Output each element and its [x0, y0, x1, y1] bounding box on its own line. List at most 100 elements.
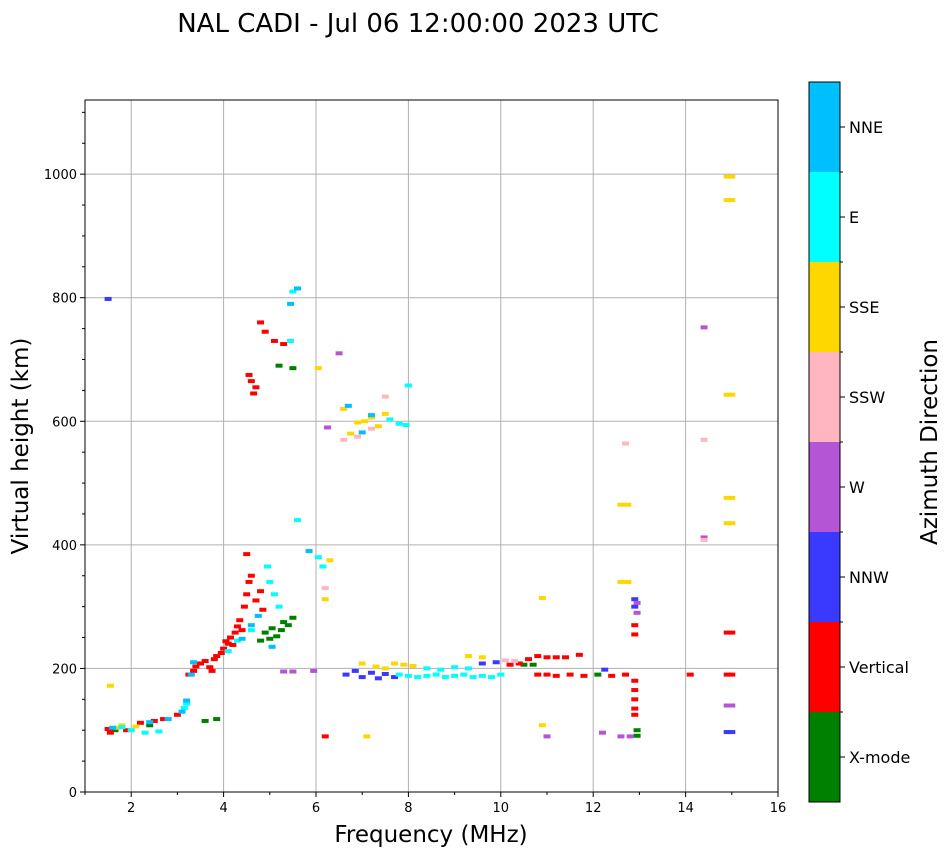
echo-point	[511, 659, 519, 664]
echo-point	[728, 198, 736, 203]
echo-point	[351, 668, 359, 673]
echo-point	[423, 666, 431, 671]
echo-point	[728, 630, 736, 635]
echo-point	[633, 728, 641, 733]
echo-point	[624, 579, 632, 584]
azimuth-colorbar: X-mode Vertical NNW W SSW SSE E NNE	[808, 81, 910, 803]
echo-point	[617, 502, 625, 507]
echo-point	[534, 654, 542, 659]
echo-point	[423, 673, 431, 678]
echo-point	[414, 675, 422, 680]
echo-point	[728, 495, 736, 500]
echo-point	[109, 725, 117, 730]
echo-point	[257, 589, 265, 594]
echo-point	[631, 678, 639, 683]
y-tick-label: 800	[52, 292, 77, 307]
echo-point	[287, 338, 295, 343]
echo-point	[386, 417, 394, 422]
echo-point	[314, 555, 322, 560]
data-points	[104, 174, 736, 739]
echo-point	[266, 579, 274, 584]
echo-point	[344, 403, 352, 408]
echo-point	[243, 592, 251, 597]
echo-point	[441, 675, 449, 680]
echo-point	[150, 718, 158, 723]
x-tick-label: 14	[677, 801, 694, 816]
colorbar-segment	[809, 712, 840, 802]
echo-point	[723, 672, 731, 677]
x-axis-ticks: 2 4 6 8 10 12 14 16	[84, 792, 786, 816]
echo-point	[247, 628, 255, 633]
echo-point	[728, 730, 736, 735]
echo-point	[608, 673, 616, 678]
y-tick-label: 200	[52, 662, 77, 677]
echo-point	[404, 673, 412, 678]
echo-point	[270, 338, 278, 343]
echo-point	[492, 660, 500, 665]
echo-point	[534, 672, 542, 677]
echo-point	[400, 662, 408, 667]
echo-point	[728, 174, 736, 179]
echo-point	[277, 628, 285, 633]
echo-point	[289, 366, 297, 371]
echo-point	[254, 613, 262, 618]
echo-point	[451, 665, 459, 670]
echo-point	[594, 672, 602, 677]
colorbar-tick-label: SSW	[849, 388, 885, 407]
echo-point	[464, 666, 472, 671]
colorbar-tick-label: NNE	[849, 118, 883, 137]
echo-point	[381, 411, 389, 416]
echo-point	[552, 673, 560, 678]
echo-point	[270, 592, 278, 597]
echo-point	[358, 430, 366, 435]
echo-point	[210, 657, 218, 662]
echo-point	[266, 636, 274, 641]
colorbar-segment	[809, 82, 840, 172]
echo-point	[488, 675, 496, 680]
plot-frame	[84, 99, 779, 793]
echo-point	[361, 419, 369, 424]
echo-point	[501, 658, 509, 663]
echo-point	[305, 549, 313, 554]
echo-point	[367, 415, 375, 420]
echo-point	[180, 705, 188, 710]
x-tick-label: 12	[585, 801, 602, 816]
echo-point	[227, 635, 235, 640]
echo-point	[243, 552, 251, 557]
y-axis-ticks: 0 200 400 600 800 1000	[44, 111, 85, 801]
echo-point	[132, 724, 140, 729]
echo-point	[268, 644, 276, 649]
echo-point	[538, 595, 546, 600]
echo-point	[335, 351, 343, 356]
echo-point	[631, 623, 639, 628]
echo-point	[321, 586, 329, 591]
echo-point	[197, 661, 204, 666]
echo-point	[183, 698, 191, 703]
echo-point	[700, 437, 708, 442]
echo-point	[127, 728, 135, 733]
echo-point	[257, 320, 265, 325]
echo-point	[622, 672, 630, 677]
grid-lines	[85, 100, 779, 793]
echo-point	[250, 391, 258, 396]
echo-point	[395, 672, 403, 677]
echo-point	[252, 598, 260, 603]
echo-point	[263, 564, 271, 569]
echo-point	[478, 655, 486, 660]
echo-point	[245, 372, 253, 377]
echo-point	[261, 329, 269, 334]
echo-point	[106, 683, 114, 688]
echo-point	[367, 670, 375, 675]
echo-point	[247, 573, 255, 578]
echo-point	[728, 392, 736, 397]
colorbar-frame	[808, 81, 841, 803]
echo-point	[543, 672, 551, 677]
echo-point	[464, 654, 472, 659]
echo-point	[224, 641, 232, 646]
x-tick-label: 6	[312, 801, 320, 816]
echo-point	[183, 701, 191, 706]
echo-point	[402, 422, 410, 427]
echo-point	[247, 623, 255, 628]
echo-point	[201, 718, 209, 723]
echo-point	[160, 717, 168, 722]
